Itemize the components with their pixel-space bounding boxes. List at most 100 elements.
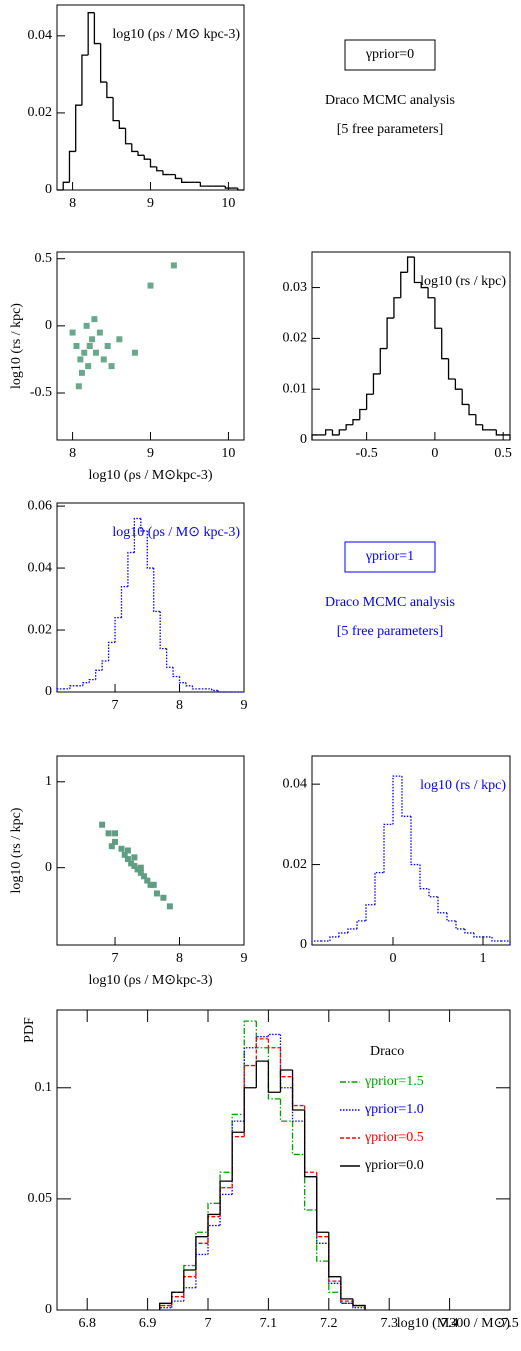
histogram-bin bbox=[338, 429, 347, 435]
histogram-bin bbox=[137, 151, 145, 156]
scatter-point bbox=[92, 349, 99, 356]
histogram-bin bbox=[393, 297, 401, 319]
histogram-bin bbox=[120, 586, 128, 618]
histogram-bin bbox=[441, 328, 449, 360]
scatter-point bbox=[108, 843, 115, 850]
histogram-bin bbox=[503, 434, 511, 440]
histogram-bin bbox=[88, 678, 96, 683]
histogram-bin bbox=[328, 1236, 341, 1282]
histogram-bin bbox=[303, 1121, 317, 1178]
histogram-bin bbox=[112, 97, 120, 122]
prior-label: γprior=1 bbox=[365, 549, 414, 564]
histogram-bin bbox=[347, 928, 357, 933]
histogram-bin bbox=[328, 1243, 341, 1284]
x-tick-label: 0 bbox=[431, 446, 438, 461]
x-tick-label: 7.1 bbox=[260, 1316, 278, 1331]
histogram-bin bbox=[114, 616, 122, 643]
histogram-bin bbox=[473, 932, 483, 938]
histogram-bin bbox=[374, 871, 384, 905]
histogram-bin bbox=[207, 1202, 221, 1233]
scatter-point bbox=[128, 860, 135, 867]
x-axis-title: log10 (M300 / M⊙) bbox=[397, 1316, 511, 1331]
x-tick-label: 8 bbox=[69, 196, 76, 211]
scatter-point bbox=[134, 866, 141, 873]
histogram-bin bbox=[207, 1213, 221, 1237]
x-tick-label: 8 bbox=[176, 698, 183, 713]
scatter-point bbox=[112, 838, 119, 845]
histogram-bin bbox=[191, 685, 199, 690]
histogram-bin bbox=[81, 54, 89, 106]
histogram-bin bbox=[118, 120, 126, 129]
histogram-bin bbox=[379, 347, 388, 374]
scatter-point bbox=[116, 336, 123, 343]
y-tick-label: 0 bbox=[45, 182, 52, 197]
histogram-bin bbox=[468, 404, 476, 416]
histogram-bin bbox=[101, 660, 109, 671]
histogram-bin bbox=[183, 1287, 196, 1302]
histogram-bin bbox=[372, 373, 381, 395]
y-tick-label: 0.02 bbox=[28, 622, 53, 637]
panel-label: log10 (rs / kpc) bbox=[420, 778, 506, 793]
x-tick-label: 6.9 bbox=[139, 1316, 157, 1331]
histogram-bin bbox=[338, 932, 348, 937]
scatter-point bbox=[141, 873, 148, 880]
histogram-bin bbox=[171, 1291, 184, 1304]
histogram-bin bbox=[329, 936, 339, 941]
y-tick-label: 0 bbox=[300, 937, 307, 952]
x-tick-label: -0.5 bbox=[356, 446, 378, 461]
histogram-bin bbox=[174, 174, 182, 180]
histogram-bin bbox=[146, 530, 154, 569]
histogram-bin bbox=[316, 1176, 329, 1244]
histogram-bin bbox=[267, 1033, 281, 1037]
histogram-bin bbox=[99, 43, 107, 83]
plot-frame bbox=[311, 251, 511, 441]
histogram-bin bbox=[68, 150, 76, 183]
histogram-bin bbox=[352, 419, 360, 425]
histogram-bin bbox=[279, 1047, 293, 1078]
scatter-point bbox=[131, 862, 138, 869]
scatter-point bbox=[118, 845, 125, 852]
x-tick-label: 7.4 bbox=[441, 1316, 459, 1331]
plot-frame bbox=[56, 251, 245, 441]
histogram-bin bbox=[133, 517, 141, 553]
prior-label: γprior=0 bbox=[365, 47, 414, 62]
scatter-point bbox=[137, 864, 144, 871]
histogram-bin bbox=[183, 1269, 196, 1293]
histogram-bin bbox=[153, 568, 161, 613]
histogram-bin bbox=[464, 928, 474, 934]
histogram-bin bbox=[303, 1105, 317, 1173]
histogram-bin bbox=[195, 1236, 208, 1270]
histogram-bin bbox=[149, 159, 157, 168]
scatter-point bbox=[73, 343, 80, 349]
plot-frame bbox=[311, 755, 511, 946]
histogram-bin bbox=[159, 1302, 172, 1310]
x-tick-label: 9 bbox=[241, 951, 248, 966]
scatter-point bbox=[112, 830, 119, 837]
histogram-bin bbox=[140, 518, 148, 532]
histogram-bin bbox=[219, 1171, 233, 1204]
histogram-bin bbox=[219, 1193, 233, 1226]
y-tick-label: 0.01 bbox=[283, 381, 308, 396]
scatter-point bbox=[99, 821, 106, 828]
histogram-bin bbox=[291, 1076, 305, 1107]
scatter-point bbox=[69, 329, 76, 336]
y-axis-title: PDF bbox=[22, 1017, 37, 1043]
histogram-bin bbox=[392, 775, 402, 825]
scatter-point bbox=[85, 363, 92, 370]
histogram-bin bbox=[181, 178, 188, 183]
histogram-bin bbox=[291, 1087, 305, 1122]
scatter-point bbox=[124, 856, 131, 863]
x-tick-label: 8 bbox=[69, 446, 76, 461]
y-tick-label: 0 bbox=[45, 1302, 52, 1317]
histogram-bin bbox=[428, 888, 438, 898]
legend-label: γprior=1.0 bbox=[364, 1102, 424, 1117]
histogram-bin bbox=[400, 271, 408, 298]
histogram-bin bbox=[352, 1298, 366, 1310]
histogram-bin bbox=[255, 1038, 269, 1066]
x-axis-title: log10 (ρs / M⊙kpc-3) bbox=[88, 468, 212, 483]
histogram-bin bbox=[303, 1110, 317, 1178]
x-tick-label: 0 bbox=[390, 951, 397, 966]
legend-label: γprior=1.5 bbox=[364, 1074, 424, 1089]
scatter-point bbox=[131, 854, 138, 861]
